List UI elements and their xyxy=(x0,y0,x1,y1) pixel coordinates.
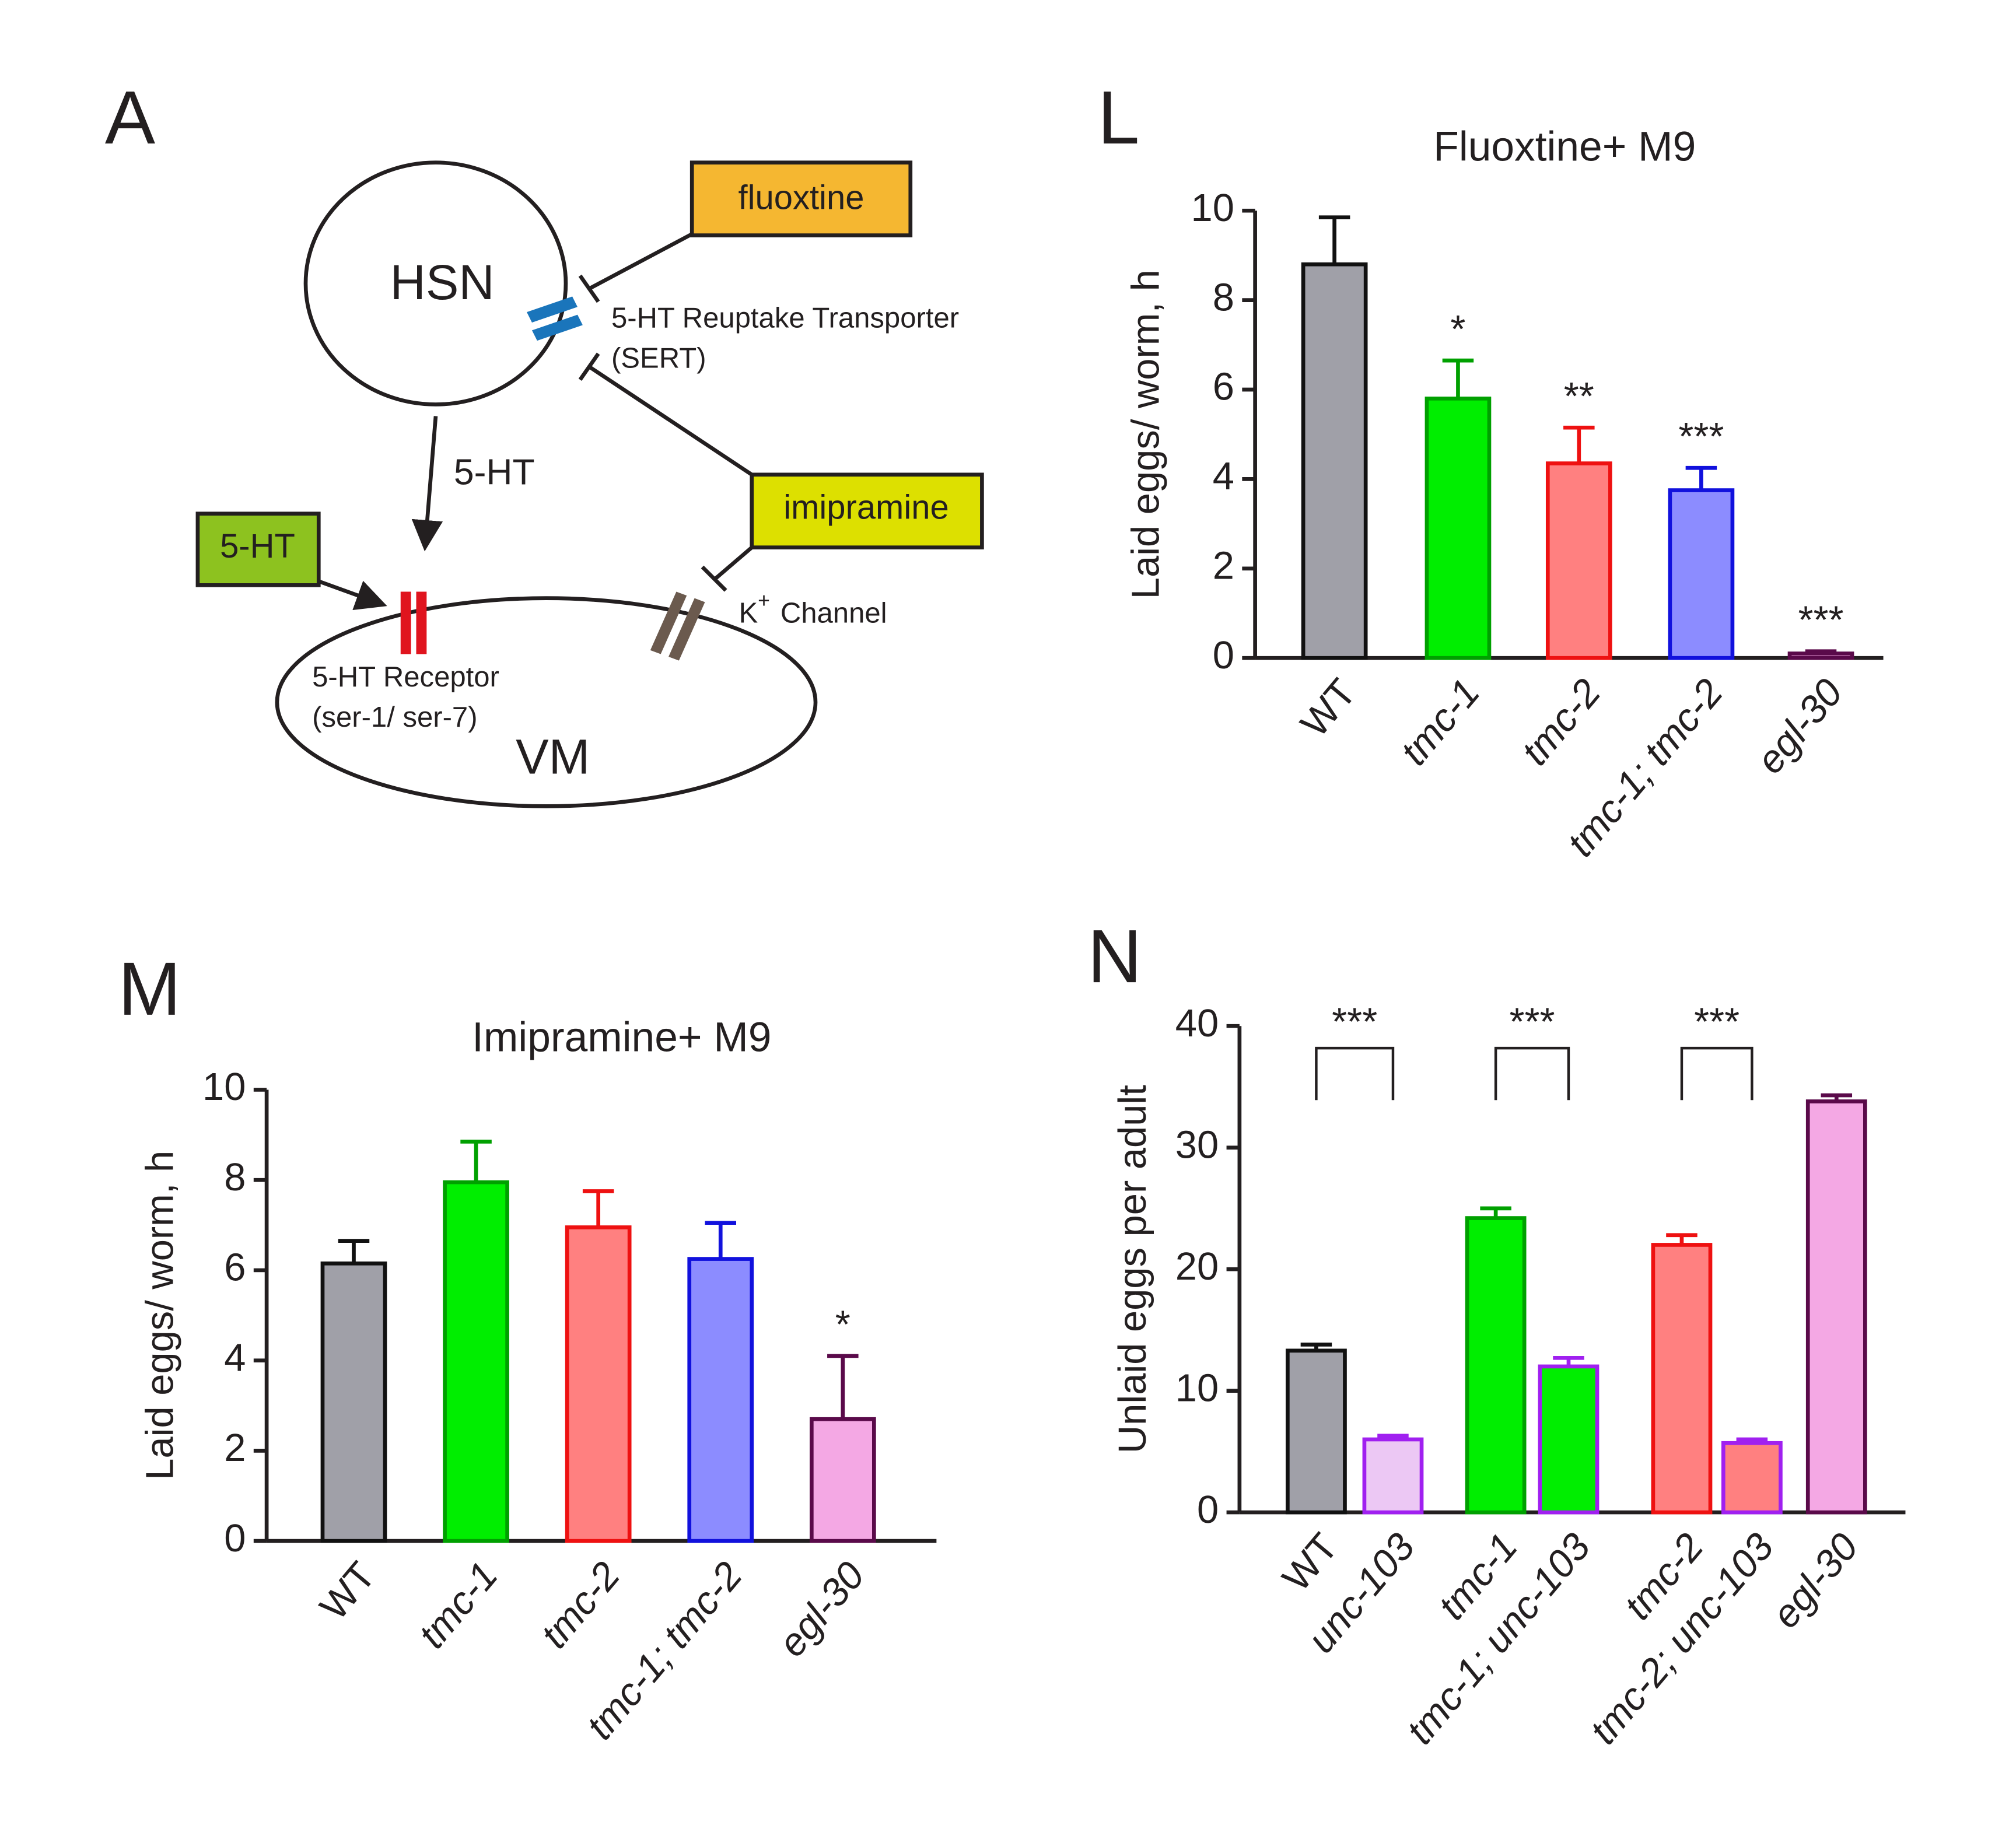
bar xyxy=(809,1417,876,1543)
k-channel xyxy=(650,591,705,661)
chart-title: Fluoxtine+ M9 xyxy=(1433,123,1696,170)
significance: * xyxy=(835,1303,850,1347)
k-label: K+ Channel xyxy=(738,589,887,629)
fluoxetine-box xyxy=(690,160,913,237)
k-symbol: K xyxy=(738,598,758,629)
chart-title: Imipramine+ M9 xyxy=(472,1014,771,1061)
sert-label: (SERT) xyxy=(611,343,706,374)
imipramine-box xyxy=(750,472,984,550)
sert xyxy=(527,296,583,341)
bar xyxy=(687,1257,754,1543)
panel-letter: N xyxy=(1087,914,1142,998)
y-tick-label: 2 xyxy=(224,1426,246,1470)
receptor-label: (ser-1/ ser-7) xyxy=(312,702,477,733)
k-channel-label: Channel xyxy=(780,598,887,629)
bracket xyxy=(1494,1046,1570,1101)
significance: *** xyxy=(1694,1000,1740,1044)
y-tick-label: 2 xyxy=(1213,544,1234,587)
significance: *** xyxy=(1332,1000,1377,1044)
bar xyxy=(1301,262,1368,660)
x-tick-label: WT xyxy=(1292,671,1364,745)
y-axis-label: Laid eggs/ worm, h xyxy=(138,1151,181,1480)
hsn-label: HSN xyxy=(390,254,495,310)
bar xyxy=(1545,461,1612,660)
y-tick-label: 4 xyxy=(224,1336,246,1379)
bar xyxy=(1465,1216,1527,1515)
x-tick-label: tmc-2 xyxy=(533,1554,629,1656)
bar xyxy=(1721,1441,1783,1515)
bar xyxy=(1805,1099,1867,1515)
y-axis-label: Unlaid eggs per adult xyxy=(1111,1085,1154,1453)
significance: *** xyxy=(1510,1000,1555,1044)
bracket xyxy=(1680,1046,1754,1101)
vm-label: VM xyxy=(516,729,590,784)
bar xyxy=(1424,396,1492,660)
y-tick-label: 0 xyxy=(224,1516,246,1560)
inhibition xyxy=(578,352,753,476)
x-tick-label: tmc-1 xyxy=(1392,671,1488,773)
y-tick-label: 0 xyxy=(1197,1488,1219,1532)
bar xyxy=(443,1180,509,1543)
bar xyxy=(1651,1243,1713,1515)
significance: * xyxy=(1450,307,1465,351)
y-tick-label: 6 xyxy=(1213,365,1234,409)
bar xyxy=(565,1225,632,1543)
y-tick-label: 40 xyxy=(1175,1001,1219,1045)
serotonin-box-label: 5-HT xyxy=(220,528,295,565)
inhibition xyxy=(578,232,693,303)
receptor-label: 5-HT Receptor xyxy=(312,661,499,693)
y-tick-label: 30 xyxy=(1175,1123,1219,1166)
bar xyxy=(1787,651,1854,660)
receptor xyxy=(400,591,427,654)
y-axis-label: Laid eggs/ worm, h xyxy=(1124,269,1167,599)
x-tick-label: egl-30 xyxy=(1748,671,1851,782)
y-tick-label: 8 xyxy=(224,1155,246,1199)
arrow-label: 5-HT xyxy=(454,451,535,492)
bar xyxy=(320,1261,387,1543)
serotonin-box xyxy=(195,511,321,587)
fluoxetine-label: fluoxtine xyxy=(738,180,864,217)
y-tick-label: 4 xyxy=(1213,454,1234,498)
bar xyxy=(1362,1437,1424,1515)
inhibition xyxy=(701,546,753,592)
arrow xyxy=(411,416,443,552)
y-tick-label: 10 xyxy=(1175,1366,1219,1410)
bar xyxy=(1286,1348,1347,1515)
bar xyxy=(1538,1364,1600,1515)
y-tick-label: 6 xyxy=(224,1246,246,1290)
k-charge: + xyxy=(758,589,770,612)
x-tick-label: egl-30 xyxy=(770,1554,873,1665)
bar xyxy=(1668,488,1735,660)
x-tick-label: tmc-2 xyxy=(1513,671,1609,773)
panel-letter: L xyxy=(1098,76,1140,160)
x-tick-label: WT xyxy=(312,1554,384,1628)
y-tick-label: 10 xyxy=(1191,186,1234,230)
significance: ** xyxy=(1564,374,1594,418)
significance: *** xyxy=(1798,598,1843,642)
y-tick-label: 20 xyxy=(1175,1245,1219,1288)
bracket xyxy=(1315,1046,1395,1101)
y-tick-label: 8 xyxy=(1213,275,1234,319)
panel-letter: A xyxy=(105,76,155,160)
arrow xyxy=(318,579,387,611)
diagram: A HSN VM fluoxtine imipramine 5-HT 5-HT … xyxy=(105,76,984,808)
y-tick-label: 0 xyxy=(1213,633,1234,677)
vm-cell xyxy=(275,596,818,808)
sert-label: 5-HT Reuptake Transporter xyxy=(611,302,959,334)
x-tick-label: egl-30 xyxy=(1763,1525,1867,1637)
hsn-cell xyxy=(303,160,568,407)
imipramine-label: imipramine xyxy=(783,489,949,526)
y-tick-label: 10 xyxy=(202,1065,246,1109)
x-tick-label: tmc-1 xyxy=(410,1554,506,1656)
significance: *** xyxy=(1678,415,1724,458)
panel-letter: M xyxy=(118,947,181,1031)
